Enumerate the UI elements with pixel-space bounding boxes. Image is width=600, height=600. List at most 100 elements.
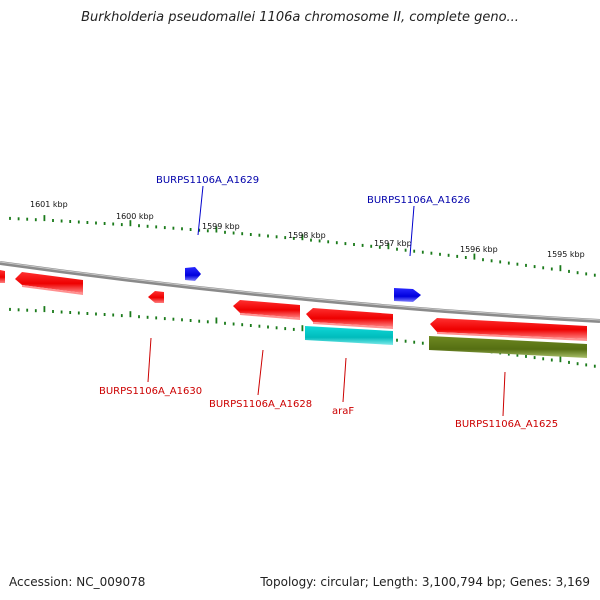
minor-tick bbox=[284, 236, 287, 240]
accession-text: Accession: NC_009078 bbox=[9, 575, 146, 589]
minor-tick bbox=[120, 314, 123, 318]
reverse-gene-arrow[interactable] bbox=[233, 300, 300, 320]
gene-label[interactable]: BURPS1106A_A1626 bbox=[367, 195, 470, 206]
minor-tick bbox=[464, 256, 467, 259]
minor-tick bbox=[499, 260, 502, 264]
minor-tick bbox=[69, 311, 72, 314]
minor-tick bbox=[138, 224, 140, 228]
minor-tick bbox=[542, 357, 545, 361]
minor-tick bbox=[138, 315, 140, 319]
tick-label: 1600 kbp bbox=[116, 212, 154, 221]
minor-tick bbox=[507, 352, 510, 356]
minor-tick bbox=[163, 226, 166, 230]
minor-tick bbox=[447, 253, 450, 257]
gene-label[interactable]: araF bbox=[332, 406, 354, 417]
minor-tick bbox=[335, 241, 338, 245]
minor-tick bbox=[198, 228, 201, 232]
minor-tick bbox=[284, 327, 287, 331]
gene-label[interactable]: BURPS1106A_A1629 bbox=[156, 175, 259, 186]
reverse-gene-arrow[interactable] bbox=[430, 318, 587, 341]
minor-tick bbox=[9, 216, 11, 220]
minor-tick bbox=[163, 317, 166, 321]
blue-feature-arrow[interactable] bbox=[394, 288, 421, 302]
minor-tick bbox=[576, 362, 579, 366]
minor-tick bbox=[361, 243, 364, 247]
minor-tick bbox=[60, 310, 63, 314]
minor-tick bbox=[310, 238, 312, 242]
blue-feature-arrow[interactable] bbox=[185, 267, 201, 281]
minor-tick bbox=[17, 217, 20, 221]
minor-tick bbox=[413, 249, 416, 253]
minor-tick bbox=[120, 223, 123, 227]
major-tick bbox=[215, 317, 218, 324]
label-leader-line bbox=[257, 349, 264, 396]
olive-feature-bar[interactable] bbox=[429, 336, 587, 358]
minor-tick bbox=[404, 339, 407, 343]
minor-tick bbox=[507, 261, 510, 265]
minor-tick bbox=[490, 259, 493, 263]
minor-tick bbox=[439, 252, 441, 256]
minor-tick bbox=[52, 310, 54, 313]
label-leader-line bbox=[342, 357, 347, 403]
minor-tick bbox=[198, 319, 201, 323]
minor-tick bbox=[95, 312, 97, 316]
minor-tick bbox=[327, 240, 330, 244]
gene-label[interactable]: BURPS1106A_A1628 bbox=[209, 399, 312, 410]
label-leader-line bbox=[197, 185, 204, 236]
gene-label[interactable]: BURPS1106A_A1625 bbox=[455, 419, 558, 430]
reverse-gene-arrow[interactable] bbox=[148, 291, 164, 303]
minor-tick bbox=[34, 309, 37, 313]
minor-tick bbox=[585, 363, 588, 367]
forward-gene-arrow[interactable] bbox=[15, 272, 83, 295]
minor-tick bbox=[585, 272, 588, 276]
minor-tick bbox=[430, 251, 433, 255]
tick-label: 1595 kbp bbox=[547, 250, 585, 259]
minor-tick bbox=[396, 338, 398, 342]
page-title: Burkholderia pseudomallei 1106a chromoso… bbox=[81, 10, 519, 25]
minor-tick bbox=[593, 364, 596, 368]
minor-tick bbox=[112, 222, 115, 226]
minor-tick bbox=[103, 313, 106, 316]
minor-tick bbox=[533, 356, 536, 360]
minor-tick bbox=[241, 323, 244, 327]
minor-tick bbox=[404, 248, 407, 252]
minor-tick bbox=[155, 316, 158, 320]
major-tick bbox=[301, 325, 304, 332]
tick-label: 1601 kbp bbox=[30, 200, 68, 209]
tick-label: 1598 kbp bbox=[288, 231, 326, 240]
major-tick bbox=[473, 253, 476, 260]
genome-summary-text: Topology: circular; Length: 3,100,794 bp… bbox=[260, 575, 590, 589]
forward-gene-arrow[interactable] bbox=[0, 270, 5, 283]
minor-tick bbox=[189, 319, 192, 322]
minor-tick bbox=[181, 227, 183, 231]
minor-tick bbox=[258, 324, 261, 328]
minor-tick bbox=[26, 308, 29, 312]
minor-tick bbox=[232, 322, 235, 326]
minor-tick bbox=[421, 250, 424, 254]
minor-tick bbox=[232, 231, 235, 235]
minor-tick bbox=[86, 221, 89, 224]
minor-tick bbox=[241, 232, 244, 236]
major-tick bbox=[43, 215, 46, 222]
minor-tick bbox=[370, 244, 373, 248]
major-tick bbox=[43, 306, 46, 313]
minor-tick bbox=[146, 224, 149, 228]
minor-tick bbox=[206, 320, 209, 324]
minor-tick bbox=[533, 265, 536, 269]
minor-tick bbox=[9, 307, 11, 311]
minor-tick bbox=[26, 217, 29, 221]
minor-tick bbox=[421, 341, 424, 345]
minor-tick bbox=[189, 228, 192, 231]
tick-label: 1597 kbp bbox=[374, 239, 412, 248]
cyan-feature-bar[interactable] bbox=[305, 326, 393, 345]
minor-tick bbox=[318, 239, 321, 243]
minor-tick bbox=[396, 247, 398, 251]
minor-tick bbox=[542, 266, 545, 270]
reverse-gene-arrow[interactable] bbox=[306, 308, 393, 329]
gene-label[interactable]: BURPS1106A_A1630 bbox=[99, 386, 202, 397]
major-tick bbox=[559, 356, 562, 363]
major-tick bbox=[129, 220, 132, 227]
minor-tick bbox=[77, 311, 80, 315]
minor-tick bbox=[353, 243, 355, 246]
